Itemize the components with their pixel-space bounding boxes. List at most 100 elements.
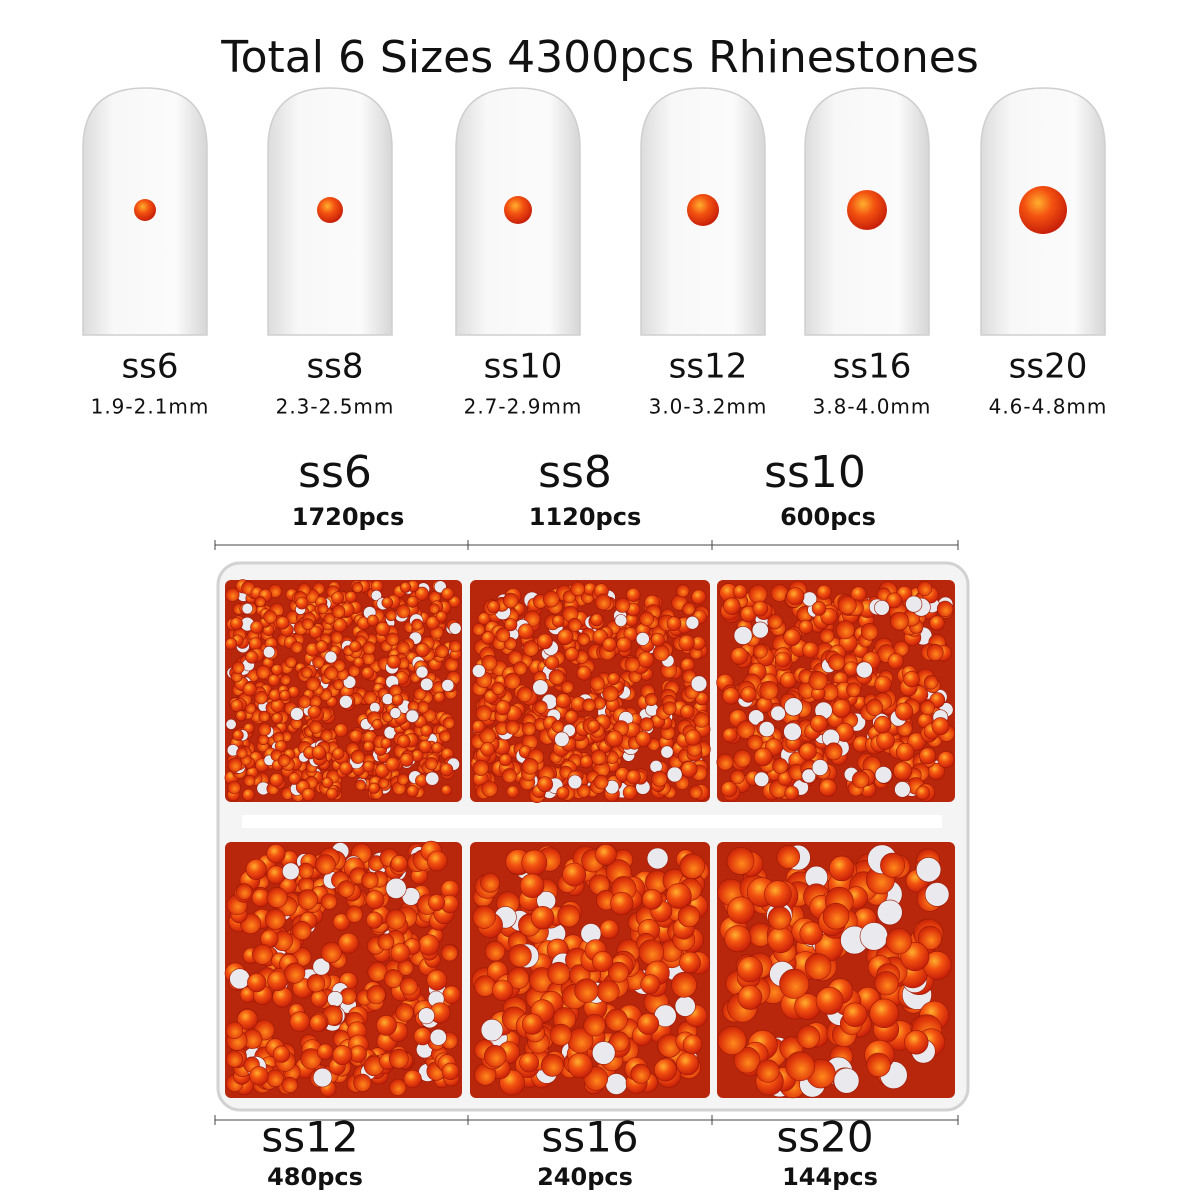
rhinestone: [609, 1031, 630, 1052]
rhinestone: [366, 985, 386, 1005]
rhinestone: [276, 616, 290, 630]
rhinestone: [736, 956, 763, 983]
rhinestone: [327, 990, 344, 1007]
size-label: ss8: [538, 447, 612, 498]
rhinestone: [622, 785, 638, 800]
rhinestone: [431, 742, 443, 754]
rhinestone: [381, 693, 394, 705]
rhinestone: [590, 749, 607, 765]
rhinestone: [764, 880, 792, 909]
rhinestone: [835, 620, 855, 640]
rhinestone: [640, 974, 661, 995]
size-label: ss12: [669, 347, 748, 387]
rhinestone: [503, 672, 521, 690]
rhinestone: [361, 666, 375, 680]
rhinestone: [271, 663, 283, 676]
rhinestone: [767, 926, 794, 954]
rhinestone: [380, 737, 392, 749]
rhinestone: [242, 788, 255, 802]
rhinestone: [365, 890, 385, 910]
rhinestone: [390, 854, 408, 873]
rhinestone: [544, 655, 560, 670]
rhinestone: [480, 742, 496, 757]
rhinestone: [748, 584, 768, 604]
rhinestone: [676, 1052, 700, 1076]
rhinestone: [272, 1045, 291, 1063]
rhinestone: [644, 692, 658, 706]
rhinestone: [426, 850, 448, 872]
rhinestone: [513, 661, 528, 676]
rhinestone: [236, 1009, 258, 1030]
rhinestone: [225, 1050, 243, 1068]
rhinestone: [339, 761, 353, 775]
rhinestone: [887, 653, 904, 670]
rhinestone: [876, 731, 895, 750]
rhinestone: [229, 968, 251, 990]
rhinestone: [471, 664, 486, 678]
rhinestone: [320, 941, 342, 963]
size-label: ss8: [306, 347, 363, 387]
rhinestone: [418, 1007, 435, 1025]
rhinestone: [267, 674, 281, 687]
rhinestone: [441, 587, 455, 601]
rhinestone: [779, 968, 810, 999]
rhinestone: [503, 592, 519, 609]
rhinestone: [310, 990, 329, 1008]
rhinestone: [869, 998, 899, 1028]
rhinestone: [895, 742, 915, 762]
rhinestone: [662, 701, 677, 715]
rhinestone: [799, 921, 824, 946]
divider: [242, 815, 942, 828]
rhinestone: [484, 1044, 507, 1068]
rhinestone: [567, 774, 583, 790]
size-range: 3.8-4.0mm: [813, 395, 932, 419]
rhinestone: [521, 721, 536, 736]
rhinestone: [549, 1023, 572, 1046]
rhinestone: [783, 722, 802, 741]
rhinestone: [399, 581, 411, 593]
rhinestone: [441, 679, 455, 692]
rhinestone: [370, 589, 383, 602]
size-label: ss16: [541, 1113, 638, 1162]
rhinestone: [361, 871, 379, 889]
rhinestone: [281, 862, 300, 881]
rhinestone: [349, 640, 362, 653]
rhinestone: [904, 1030, 929, 1055]
rhinestone: [232, 661, 245, 674]
rhinestone: [391, 694, 404, 706]
rhinestone: [557, 628, 574, 646]
rhinestone: [626, 769, 641, 785]
rhinestone: [320, 893, 338, 910]
rhinestone: [492, 979, 514, 1001]
rhinestone: [399, 977, 418, 996]
rhinestone: [254, 596, 266, 608]
rhinestone: [1019, 186, 1067, 234]
rhinestone: [895, 702, 914, 721]
rhinestone: [828, 855, 855, 882]
rhinestone: [501, 768, 517, 784]
rhinestone: [480, 1018, 504, 1042]
rhinestone: [602, 685, 619, 702]
rhinestone: [284, 656, 297, 668]
rhinestone: [323, 612, 336, 625]
rhinestone: [332, 747, 345, 760]
rhinestone: [414, 586, 429, 601]
rhinestone: [279, 689, 291, 702]
size-label: ss20: [776, 1113, 873, 1162]
rhinestone: [784, 785, 799, 801]
rhinestone: [257, 733, 269, 745]
size-label: ss16: [833, 347, 912, 387]
rhinestone: [593, 774, 609, 790]
rhinestone: [271, 712, 283, 724]
rhinestone: [890, 611, 909, 631]
rhinestone: [403, 1069, 422, 1089]
rhinestone: [235, 883, 253, 900]
rhinestone: [905, 595, 923, 613]
rhinestone: [682, 602, 696, 616]
rhinestone: [517, 623, 534, 640]
rhinestone: [851, 770, 870, 789]
rhinestone: [693, 712, 710, 728]
rhinestone: [752, 600, 769, 617]
rhinestone: [308, 625, 322, 639]
rhinestone: [560, 680, 574, 694]
